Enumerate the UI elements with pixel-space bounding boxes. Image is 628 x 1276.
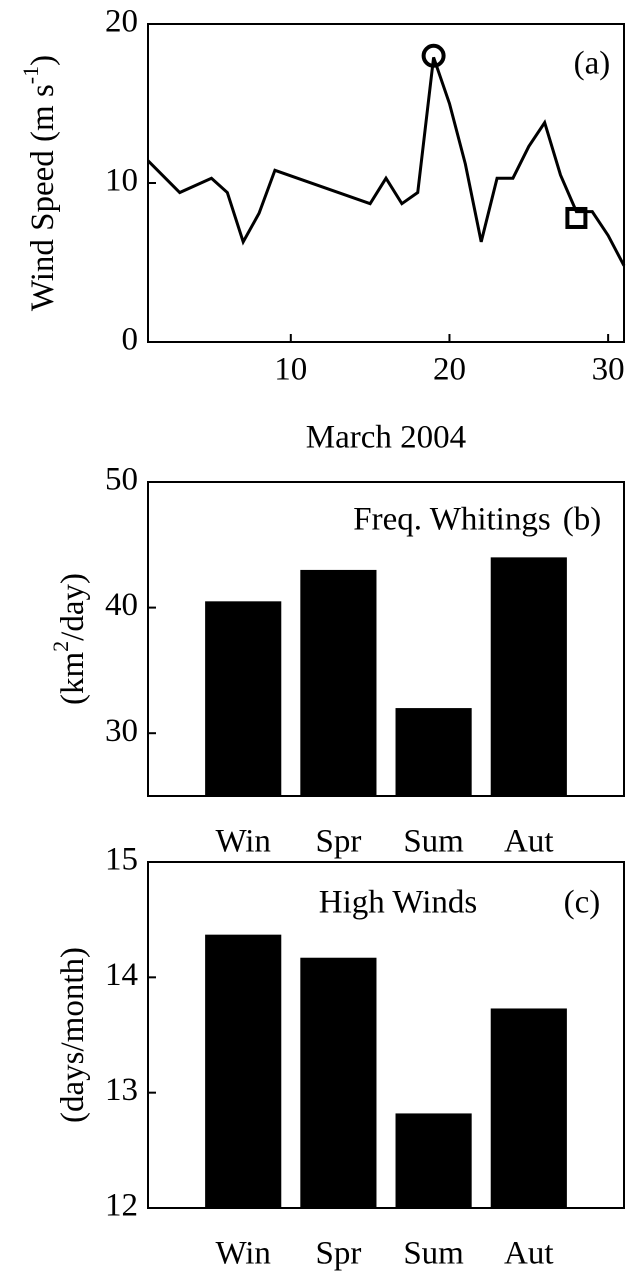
y-label-part: 2 (48, 641, 73, 652)
x-tick-label: Spr (315, 824, 361, 860)
y-label-part: Wind Speed (m s (25, 84, 61, 311)
bar (490, 1008, 567, 1208)
x-tick-label: Sum (403, 824, 464, 860)
square-marker (565, 206, 588, 229)
y-tick-label: 12 (105, 1188, 138, 1224)
panel-label: (b) (563, 502, 601, 538)
y-tick-label: 13 (105, 1072, 138, 1108)
bar (300, 569, 377, 796)
bar (205, 601, 282, 796)
y-tick-label: 15 (105, 842, 138, 878)
x-tick-label: Win (215, 1236, 271, 1272)
panel-label: (c) (564, 885, 601, 921)
bar (395, 1113, 472, 1208)
annotation: High Winds (319, 885, 478, 921)
y-label-part: (days/month) (55, 947, 91, 1123)
panel-label: (a) (574, 46, 611, 82)
y-tick-label: 14 (105, 957, 138, 993)
y-label: (km2/day) (48, 573, 91, 705)
annotation: Freq. Whitings (353, 502, 550, 538)
y-label-part: /day) (55, 573, 91, 641)
x-tick-label: Aut (504, 1236, 554, 1272)
wind-line (146, 56, 626, 267)
y-tick-label: 20 (105, 4, 138, 40)
y-label-part: (km (55, 652, 91, 705)
y-tick-label: 10 (105, 163, 138, 199)
y-tick-label: 30 (105, 713, 138, 749)
y-label-part: ) (25, 55, 61, 66)
axes-frame (147, 23, 625, 343)
y-tick-label: 40 (105, 587, 138, 623)
x-tick-label: 10 (274, 352, 307, 388)
x-tick-label: Aut (504, 824, 554, 860)
x-tick-label: Win (215, 824, 271, 860)
x-tick-label: Spr (315, 1236, 361, 1272)
y-label: Wind Speed (m s-1) (18, 55, 61, 311)
x-tick-label: 30 (592, 352, 625, 388)
y-label-part: -1 (18, 66, 43, 84)
axes-frame (147, 861, 625, 1209)
axes-frame (147, 481, 625, 797)
y-tick-label: 0 (122, 322, 139, 358)
x-tick-label: Sum (403, 1236, 464, 1272)
x-label: March 2004 (306, 420, 466, 456)
bar (205, 934, 282, 1208)
x-tick-label: 20 (433, 352, 466, 388)
circle-marker (421, 43, 446, 68)
y-tick-label: 50 (105, 462, 138, 498)
bar (395, 708, 472, 796)
y-label: (days/month) (55, 947, 91, 1123)
bar (300, 957, 377, 1208)
bar (490, 557, 567, 796)
